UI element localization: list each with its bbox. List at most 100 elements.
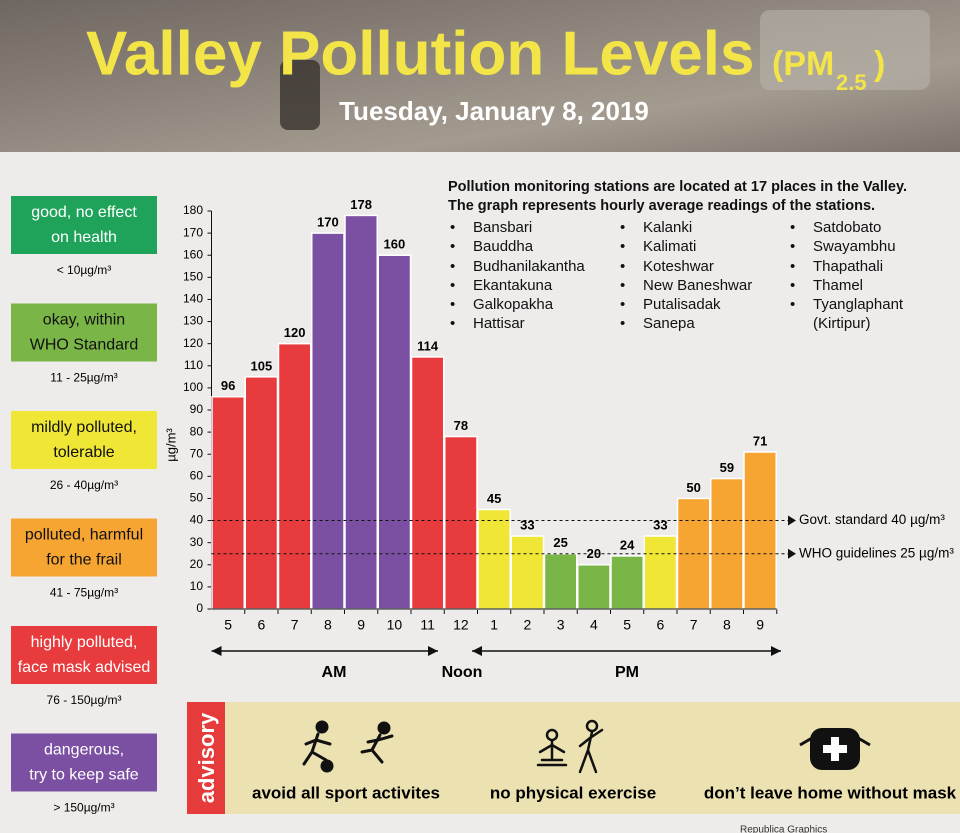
x-tick-label: 7 [690,617,698,633]
y-tick-label: 50 [190,491,204,505]
legend-range: < 10µg/m³ [57,263,112,277]
sport-icons [302,720,394,773]
x-tick-label: 6 [257,617,265,633]
title-unit-sub: 2.5 [836,70,867,95]
value-label: 24 [620,537,635,552]
station: Thapathali [788,257,923,277]
y-tick-label: 140 [183,292,203,306]
x-tick-label: 8 [723,617,731,633]
value-label: 78 [454,418,468,433]
stations: Pollution monitoring stations are locate… [448,178,958,334]
y-tick-label: 40 [190,513,204,527]
legend-label: try to keep safe [29,767,138,784]
value-label: 160 [384,237,406,252]
x-tick-label: 11 [420,617,435,633]
x-tick-label: 12 [453,617,469,633]
photo-car [760,10,930,90]
bar [311,232,345,610]
stations-intro: The graph represents hourly average read… [448,198,876,214]
value-label: 33 [653,517,667,532]
reference-label: Govt. standard 40 µg/m³ [799,512,945,527]
bar [244,376,279,610]
station: Bauddha [448,237,618,257]
legend-box [11,196,157,254]
legend-label: dangerous, [44,742,124,759]
station: Kalanki [618,218,788,238]
x-tick-label: 9 [357,617,365,633]
legend-box [11,626,157,684]
x-tick-label: 7 [291,617,299,633]
bar [410,356,445,610]
legend-range: > 150µg/m³ [53,801,114,815]
y-tick-label: 60 [190,469,204,483]
y-axis-label: µg/m³ [163,428,178,462]
exercise-icons [536,719,604,774]
value-label: 33 [520,517,534,532]
arrow-head [472,646,482,656]
y-tick-label: 120 [183,336,203,350]
x-tick-label: 2 [523,617,531,633]
y-tick-label: 170 [183,225,203,239]
arrow-head [211,646,222,656]
station: Ekantakuna [448,276,618,296]
value-label: 170 [317,215,339,230]
legend-box [11,518,157,577]
station-column: BansbariBauddhaBudhanilakanthaEkantakuna… [448,218,618,334]
x-tick-label: 8 [324,617,332,633]
station: New Baneshwar [618,276,788,296]
value-label: 120 [284,325,306,340]
y-tick-label: 180 [183,203,203,217]
advisory-item: no physical exercise [490,783,656,802]
legend-label: for the frail [46,552,122,569]
reference-arrow [788,515,796,526]
station: Bansbari [448,218,618,238]
y-tick-label: 150 [183,270,203,284]
station: Budhanilakantha [448,257,618,277]
station: Kalimati [618,237,788,257]
x-tick-label: 6 [656,617,664,633]
bar [543,552,578,610]
x-tick-label: 5 [623,617,631,633]
y-tick-label: 70 [190,446,204,460]
legend-range: 41 - 75µg/m³ [50,586,118,600]
station: Thamel [788,276,923,296]
stations-intro: Pollution monitoring stations are locate… [448,179,908,195]
value-label: 59 [720,460,734,475]
legend-label: face mask advised [18,659,151,676]
station: Hattisar [448,314,618,334]
y-tick-label: 160 [183,247,203,261]
footer: Republica Graphics [740,825,827,833]
photo-rider [280,60,320,130]
station: Galkopakha [448,295,618,315]
title-unit: (PM [772,45,834,83]
x-tick-label: 10 [387,617,403,633]
bar [743,451,777,610]
period-label: PM [615,664,639,681]
bar [510,535,545,610]
value-label: 45 [487,491,501,506]
legend-label: WHO Standard [30,337,138,354]
bar [277,342,312,610]
legend-range: 11 - 25µg/m³ [50,371,117,385]
bar [643,535,678,610]
station: Koteshwar [618,257,788,277]
y-tick-label: 20 [190,557,204,571]
y-tick-label: 110 [184,358,203,372]
x-tick-label: 3 [557,617,565,633]
date: Tuesday, January 8, 2019 [339,96,649,126]
bar [477,508,511,610]
mask-icon [799,728,871,770]
station: Swayambhu [788,237,923,257]
value-label: 178 [350,197,372,212]
y-tick-label: 130 [183,314,203,328]
bar [577,564,611,610]
y-tick-label: 10 [190,579,204,593]
bar [444,435,478,610]
y-tick-label: 30 [190,535,204,549]
station: Tyanglaphant (Kirtipur) [788,295,923,334]
bar [610,555,644,610]
advisory-label: advisory [194,712,219,803]
x-tick-label: 4 [590,617,598,633]
value-label: 25 [553,535,567,550]
